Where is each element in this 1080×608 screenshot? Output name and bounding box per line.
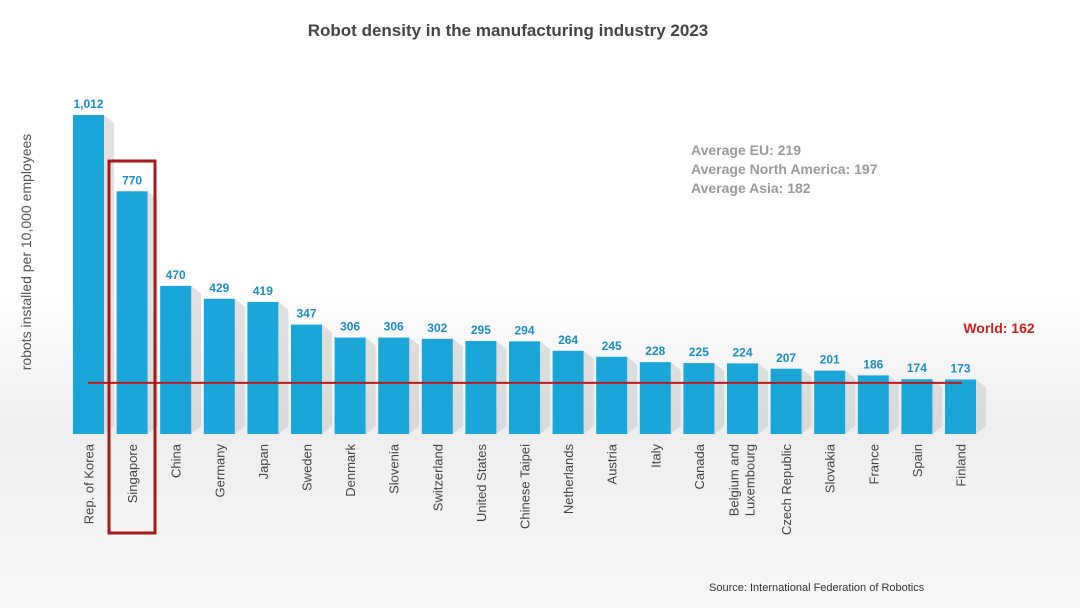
category-label: Japan [256,444,271,479]
bar [334,337,366,434]
bar [814,370,846,434]
world-average-label: World: 162 [963,320,1035,336]
bar [945,379,976,434]
value-label: 347 [296,307,316,321]
bar [247,301,279,434]
value-label: 419 [253,284,273,298]
bar [552,350,584,434]
bar-shadow [670,362,681,434]
value-label: 302 [427,321,447,335]
value-label: 470 [166,268,186,282]
bar [639,362,671,434]
average-north-america: Average North America: 197 [691,161,878,177]
value-label: 186 [863,357,883,371]
value-label: 207 [776,351,796,365]
bar-shadow [452,338,463,434]
bar-shadow [322,324,332,434]
category-label: United States [474,444,489,523]
bar-shadow [888,375,899,434]
value-label: 1,012 [73,97,103,111]
value-label: 264 [558,333,578,347]
chart-title: Robot density in the manufacturing indus… [308,21,709,40]
y-axis-label: robots installed per 10,000 employees [18,134,34,371]
bar-shadow [932,379,943,434]
value-label: 245 [602,339,622,353]
bar-shadow [191,285,202,434]
bars [73,115,976,434]
bar-shadow [278,301,289,434]
bar [378,337,410,434]
bar [116,191,148,434]
bar-shadow [845,370,856,434]
category-label: Slovenia [387,443,402,494]
averages-annotation: Average EU: 219 Average North America: 1… [691,142,878,196]
value-label: 306 [340,320,360,334]
category-label: Czech Republic [779,444,794,536]
value-label: 295 [471,323,491,337]
average-asia: Average Asia: 182 [691,180,811,196]
category-label: Austria [605,443,620,484]
value-labels: 1,012 770 470 429 419 347 306 306 302 295 294 264 24… [73,97,970,375]
category-label: Spain [910,444,925,477]
category-label: Finland [954,444,969,487]
category-labels: Rep. of Korea Singapore China Germany Japan S… [82,443,969,535]
bar-shadow [234,298,245,434]
bar-shadow [758,363,768,434]
average-eu: Average EU: 219 [691,142,801,158]
bar [203,298,235,434]
category-label: Sweden [300,444,315,491]
bar-shadow [365,337,376,434]
bar [421,338,453,434]
category-label: Switzerland [430,444,445,511]
value-label: 173 [950,361,970,375]
category-label: Germany [212,444,227,498]
bar-shadow [976,379,986,434]
category-label: Canada [692,443,707,489]
category-label: Denmark [343,444,358,497]
value-label: 228 [645,344,665,358]
value-label: 201 [820,353,840,367]
category-label: Rep. of Korea [82,443,97,524]
category-label: Chinese Taipei [518,444,533,529]
category-label: Belgium andLuxembourg [727,444,758,516]
bar-shadow [540,341,550,434]
bar-shadow [627,356,638,434]
bar [770,368,802,434]
bar [901,379,933,434]
value-label: 174 [907,361,927,375]
value-label: 429 [209,281,229,295]
value-label: 770 [122,173,142,187]
bar-shadow [409,337,420,434]
bar [509,341,540,434]
bar [291,324,322,434]
value-label: 225 [689,345,709,359]
bar-shadow [801,368,812,434]
category-label: China [169,443,184,478]
bar-shadows [104,115,986,434]
bar [596,356,628,434]
value-label: 224 [732,345,752,359]
category-label: Singapore [125,444,140,503]
bar [727,363,758,434]
bar [857,375,889,434]
singapore-highlight-box [107,159,157,535]
bar [160,285,192,434]
bar [683,363,715,434]
source-note: Source: International Federation of Robo… [709,582,925,594]
value-label: 294 [514,323,534,337]
bar-shadow [714,363,725,434]
bar-shadow [496,341,507,434]
value-label: 306 [384,320,404,334]
bar-shadow [583,350,594,434]
category-label: Italy [648,444,663,468]
bar [73,115,104,434]
category-label: France [866,444,881,484]
bar [465,341,497,434]
category-label: Netherlands [561,444,576,515]
category-label: Slovakia [823,443,838,493]
